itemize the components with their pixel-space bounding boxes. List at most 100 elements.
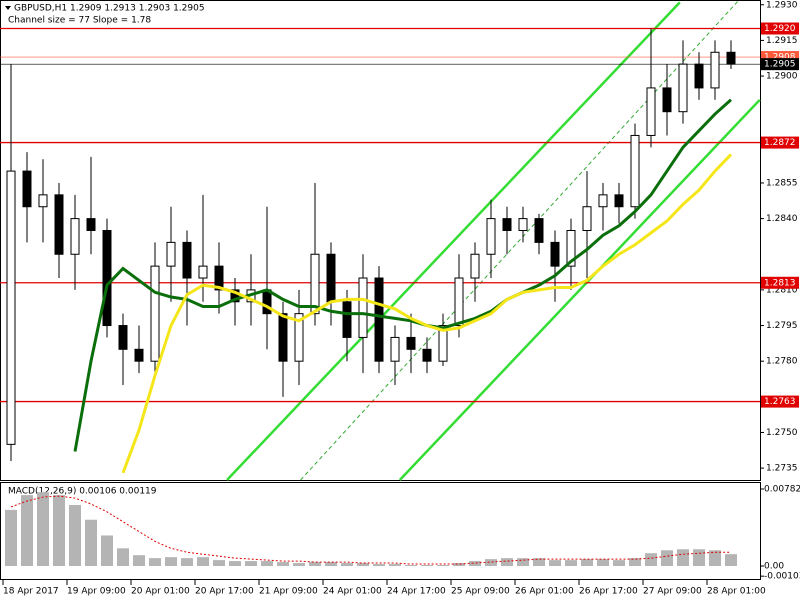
candle-body	[646, 87, 656, 136]
macd-bar	[469, 561, 481, 567]
x-tick-label: 24 Apr 17:00	[387, 587, 446, 597]
macd-bar	[85, 519, 97, 567]
macd-bar	[293, 563, 305, 567]
level-label-box	[761, 58, 799, 71]
y-tick-label: 1.2735	[766, 464, 798, 474]
candle-body	[54, 194, 64, 255]
channel-line	[300, 0, 740, 481]
y-tick-label: 1.2915	[766, 36, 798, 46]
candle-body	[422, 348, 432, 362]
macd-bar	[165, 557, 177, 567]
x-tick-label: 24 Apr 01:00	[323, 587, 382, 597]
candle-body	[518, 218, 528, 231]
level-label: 1.2813	[764, 278, 796, 288]
y-tick-label: 1.2795	[766, 321, 798, 331]
candle-body	[390, 336, 400, 362]
macd-bar	[101, 535, 113, 567]
level-label-box	[761, 276, 799, 289]
candle-body	[582, 206, 592, 231]
candle-body	[662, 87, 672, 113]
candle-body	[86, 218, 96, 231]
y-tick-label: 1.2840	[766, 214, 798, 224]
macd-bar	[325, 562, 337, 567]
y-tick-label: -0.00103	[764, 572, 800, 582]
candle-body	[294, 313, 304, 362]
price-panel-frame	[0, 0, 761, 481]
macd-bar	[581, 559, 593, 567]
chart-subtitle: Channel size = 77 Slope = 1.78	[8, 16, 151, 26]
macd-bar	[357, 563, 369, 567]
candle-body	[710, 51, 720, 89]
macd-bar	[597, 559, 609, 567]
macd-bar	[421, 565, 433, 567]
macd-bar	[213, 560, 225, 567]
candle-body	[358, 277, 368, 338]
candle-body	[598, 194, 608, 208]
macd-bar	[197, 557, 209, 567]
y-tick-label: 0.00	[764, 562, 784, 572]
candle-body	[38, 194, 48, 208]
x-tick-label: 26 Apr 01:00	[515, 587, 574, 597]
candle-body	[630, 134, 640, 208]
x-tick-label: 21 Apr 09:00	[259, 587, 318, 597]
channel-line	[226, 1, 681, 481]
macd-bar	[37, 492, 49, 567]
macd-bar	[21, 495, 33, 567]
chart-title: GBPUSD,H1 1.2909 1.2913 1.2903 1.2905	[14, 4, 205, 14]
macd-bar	[309, 562, 321, 567]
x-tick-label: 18 Apr 2017	[3, 587, 59, 597]
level-label: 1.2905	[764, 60, 796, 70]
y-tick-label: 1.2930	[766, 0, 798, 10]
macd-bar	[677, 549, 689, 567]
level-label: 1.2908	[764, 53, 796, 63]
level-label: 1.2763	[764, 397, 796, 407]
macd-bar	[53, 495, 65, 567]
macd-bar	[709, 550, 721, 567]
macd-bar	[277, 562, 289, 567]
macd-title: MACD(12,26,9) 0.00106 0.00119	[8, 487, 157, 497]
macd-bar	[5, 509, 17, 567]
macd-bar	[261, 561, 273, 567]
macd-bar	[613, 560, 625, 567]
candle-body	[406, 336, 416, 350]
candle-body	[118, 325, 128, 350]
macd-bar	[565, 560, 577, 567]
x-tick-label: 20 Apr 01:00	[131, 587, 190, 597]
candle-body	[22, 170, 32, 208]
macd-bar	[437, 565, 449, 567]
candle-body	[166, 241, 176, 267]
candle-body	[454, 277, 464, 327]
candle-body	[278, 313, 288, 362]
macd-bar	[501, 558, 513, 567]
x-tick-label: 19 Apr 09:00	[67, 587, 126, 597]
candle-body	[262, 289, 272, 315]
candle-body	[310, 253, 320, 315]
y-tick-label: 0.00782	[764, 485, 800, 495]
candle-body	[726, 51, 736, 65]
candle-body	[6, 170, 16, 445]
candle-body	[534, 218, 544, 243]
candle-body	[214, 265, 224, 291]
macd-bar	[117, 548, 129, 567]
macd-bar	[245, 561, 257, 567]
level-label-box	[761, 136, 799, 149]
macd-bar	[133, 555, 145, 567]
x-tick-label: 26 Apr 17:00	[579, 587, 638, 597]
macd-bar	[149, 558, 161, 567]
y-tick-label: 1.2855	[766, 178, 798, 188]
candle-body	[150, 265, 160, 362]
macd-bar	[453, 563, 465, 567]
candle-body	[134, 348, 144, 362]
macd-bar	[485, 559, 497, 567]
symbol-menu-icon[interactable]	[5, 6, 11, 10]
macd-bar	[725, 554, 737, 567]
level-label: 1.2920	[764, 24, 796, 34]
candle-body	[342, 301, 352, 338]
macd-bar	[661, 550, 673, 567]
candle-body	[486, 218, 496, 255]
macd-bar	[629, 558, 641, 567]
y-tick-label: 1.2750	[766, 428, 798, 438]
candle-body	[70, 218, 80, 255]
candle-body	[678, 63, 688, 113]
